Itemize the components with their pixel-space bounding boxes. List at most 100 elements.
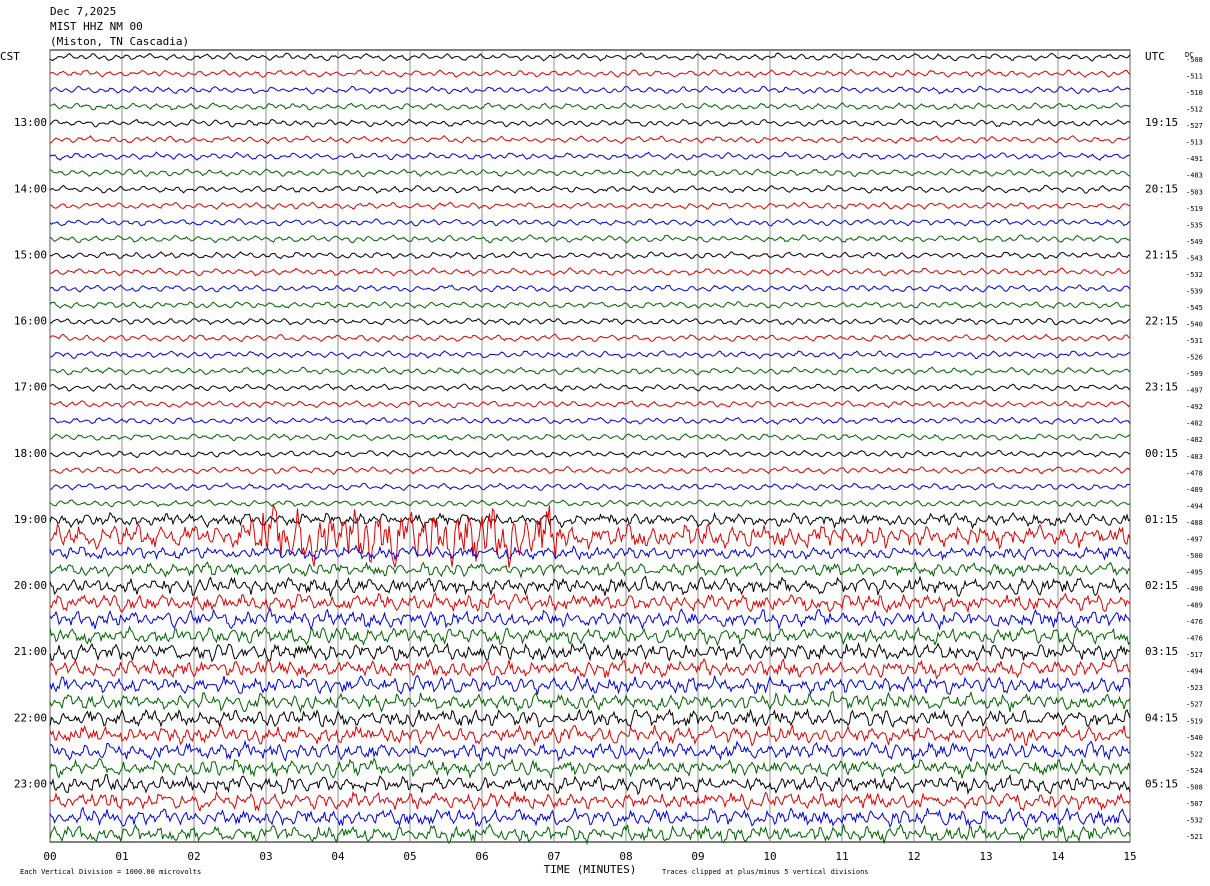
x-tick-label: 09 <box>691 850 704 863</box>
trace <box>49 251 1131 260</box>
time-label-cst: 18:00 <box>14 447 47 460</box>
dc-value: -513 <box>1186 139 1203 147</box>
x-tick-label: 02 <box>187 850 200 863</box>
trace <box>49 739 1131 763</box>
x-tick-label: 00 <box>43 850 56 863</box>
clip-note: Traces clipped at plus/minus 5 vertical … <box>662 868 869 876</box>
dc-value: -539 <box>1186 287 1203 295</box>
dc-value: -494 <box>1186 668 1203 676</box>
trace <box>49 499 1131 508</box>
trace <box>49 511 1131 530</box>
dc-value: -500 <box>1186 552 1203 560</box>
dc-value: -489 <box>1186 602 1203 610</box>
dc-value: -540 <box>1186 321 1203 329</box>
trace <box>49 416 1131 426</box>
dc-value: -490 <box>1186 585 1203 593</box>
time-label-utc: 02:15 <box>1145 579 1178 592</box>
header-line: Dec 7,2025 <box>50 5 116 18</box>
dc-value: -535 <box>1186 221 1203 229</box>
x-axis-label: TIME (MINUTES) <box>544 863 637 876</box>
trace <box>49 333 1131 343</box>
x-tick-label: 01 <box>115 850 128 863</box>
trace <box>49 433 1131 442</box>
trace <box>49 449 1131 459</box>
grid <box>49 50 1131 842</box>
time-label-cst: 16:00 <box>14 315 47 328</box>
trace <box>49 85 1131 95</box>
x-tick-label: 03 <box>259 850 272 863</box>
x-tick-label: 06 <box>475 850 488 863</box>
plot-frame <box>49 49 1131 843</box>
trace <box>49 625 1131 647</box>
time-label-cst: 17:00 <box>14 381 47 394</box>
trace <box>49 591 1131 614</box>
dc-value: -478 <box>1186 469 1203 477</box>
dc-value: -497 <box>1186 535 1203 543</box>
dc-value: -519 <box>1186 717 1203 725</box>
dc-title: DC <box>1185 51 1193 59</box>
trace <box>49 317 1131 326</box>
time-label-utc: 21:15 <box>1145 248 1178 261</box>
dc-value: -512 <box>1186 106 1203 114</box>
scale-note: Each Vertical Division = 1000.00 microvo… <box>20 868 201 876</box>
trace <box>49 482 1131 491</box>
time-label-utc: 23:15 <box>1145 381 1178 394</box>
traces <box>49 52 1131 846</box>
time-label-cst: 20:00 <box>14 579 47 592</box>
trace <box>49 267 1131 277</box>
dc-value: -540 <box>1186 734 1203 742</box>
trace <box>49 608 1131 631</box>
x-tick-label: 10 <box>763 850 776 863</box>
dc-value: -503 <box>1186 188 1203 196</box>
x-tick-label: 05 <box>403 850 416 863</box>
trace <box>49 575 1131 598</box>
dc-value: -519 <box>1186 205 1203 213</box>
dc-value: -531 <box>1186 337 1203 345</box>
time-label-cst: 15:00 <box>14 248 47 261</box>
x-tick-label: 11 <box>835 850 848 863</box>
x-tick-label: 04 <box>331 850 345 863</box>
time-label-utc: 04:15 <box>1145 711 1178 724</box>
trace <box>49 790 1131 812</box>
trace <box>49 184 1131 194</box>
time-label-cst: 23:00 <box>14 777 47 790</box>
trace <box>49 234 1131 244</box>
dc-value: -482 <box>1186 420 1203 428</box>
dc-value: -489 <box>1186 486 1203 494</box>
trace <box>49 383 1131 393</box>
dc-value: -510 <box>1186 89 1203 97</box>
dc-value: -494 <box>1186 502 1203 510</box>
dc-value: -524 <box>1186 767 1203 775</box>
trace <box>49 350 1131 360</box>
dc-value: -492 <box>1186 403 1203 411</box>
dc-value: -507 <box>1186 800 1203 808</box>
dc-value: -532 <box>1186 271 1203 279</box>
x-tick-label: 14 <box>1051 850 1065 863</box>
time-label-cst: 13:00 <box>14 116 47 129</box>
dc-value: -511 <box>1186 73 1203 81</box>
trace <box>49 151 1131 161</box>
trace <box>49 641 1131 663</box>
time-label-cst: 21:00 <box>14 645 47 658</box>
dc-value: -527 <box>1186 122 1203 130</box>
trace <box>49 690 1131 714</box>
dc-value: -483 <box>1186 172 1203 180</box>
trace <box>49 400 1131 409</box>
x-tick-label: 12 <box>907 850 920 863</box>
dc-value: -482 <box>1186 436 1203 444</box>
dc-value: -532 <box>1186 816 1203 824</box>
trace <box>49 560 1131 580</box>
time-label-utc: UTC <box>1145 50 1165 63</box>
trace <box>49 757 1131 780</box>
time-label-utc: 03:15 <box>1145 645 1178 658</box>
trace <box>49 217 1131 227</box>
trace <box>49 102 1131 111</box>
dc-value: -527 <box>1186 701 1203 709</box>
trace <box>49 823 1131 846</box>
trace <box>49 504 1131 568</box>
trace <box>49 201 1131 210</box>
trace <box>49 723 1131 747</box>
time-label-utc: 05:15 <box>1145 777 1178 790</box>
x-tick-label: 07 <box>547 850 560 863</box>
